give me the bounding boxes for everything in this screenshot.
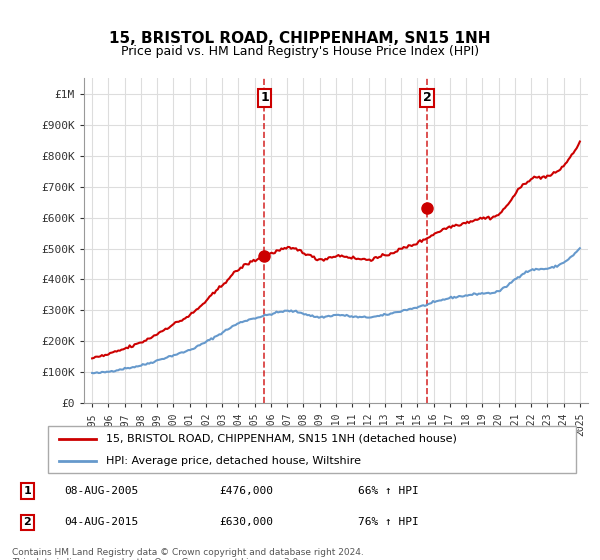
- Text: £630,000: £630,000: [220, 517, 274, 528]
- Text: 15, BRISTOL ROAD, CHIPPENHAM, SN15 1NH (detached house): 15, BRISTOL ROAD, CHIPPENHAM, SN15 1NH (…: [106, 434, 457, 444]
- Text: 1: 1: [260, 91, 269, 104]
- Text: £476,000: £476,000: [220, 486, 274, 496]
- Text: Price paid vs. HM Land Registry's House Price Index (HPI): Price paid vs. HM Land Registry's House …: [121, 45, 479, 58]
- Text: 15, BRISTOL ROAD, CHIPPENHAM, SN15 1NH: 15, BRISTOL ROAD, CHIPPENHAM, SN15 1NH: [109, 31, 491, 46]
- Text: 08-AUG-2005: 08-AUG-2005: [64, 486, 138, 496]
- Text: 2: 2: [422, 91, 431, 104]
- Text: 1: 1: [23, 486, 31, 496]
- Text: 04-AUG-2015: 04-AUG-2015: [64, 517, 138, 528]
- Text: 2: 2: [23, 517, 31, 528]
- FancyBboxPatch shape: [48, 426, 576, 473]
- Text: Contains HM Land Registry data © Crown copyright and database right 2024.
This d: Contains HM Land Registry data © Crown c…: [12, 548, 364, 560]
- Text: 76% ↑ HPI: 76% ↑ HPI: [358, 517, 418, 528]
- Text: HPI: Average price, detached house, Wiltshire: HPI: Average price, detached house, Wilt…: [106, 456, 361, 466]
- Text: 66% ↑ HPI: 66% ↑ HPI: [358, 486, 418, 496]
